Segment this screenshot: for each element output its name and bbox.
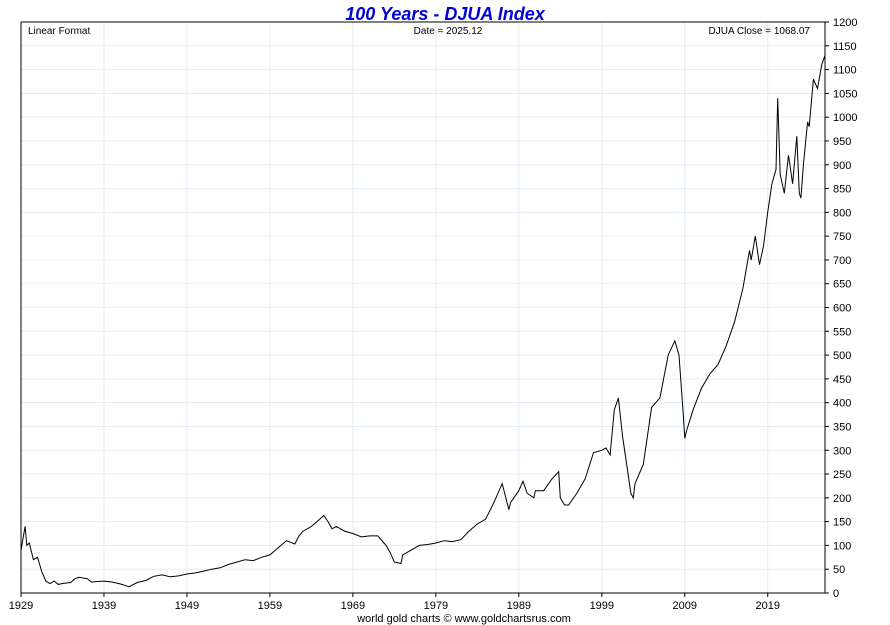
y-tick-label: 600 [833,303,851,315]
grid [21,22,825,593]
y-tick-label: 800 [833,207,851,219]
y-axis: 0 50 100 150 200 250 300 350 400 450 500 550 600 650 7… [825,17,857,600]
y-tick-label: 550 [833,326,851,338]
y-tick-label: 150 [833,517,851,529]
y-tick-label: 900 [833,160,851,172]
y-tick-label: 650 [833,279,851,291]
x-tick-label: 2009 [673,600,697,612]
y-tick-label: 750 [833,231,851,243]
x-tick-label: 1959 [258,600,282,612]
y-tick-label: 950 [833,136,851,148]
x-tick-label: 1949 [175,600,199,612]
y-tick-label: 400 [833,398,851,410]
chart-title: 100 Years - DJUA Index [345,4,545,24]
footer-credit: world gold charts © www.goldchartsrus.co… [356,613,571,625]
y-tick-label: 1150 [833,41,857,53]
y-tick-label: 1200 [833,17,857,29]
x-tick-label: 1939 [92,600,116,612]
header-close-label: DJUA Close = 1068.07 [709,26,811,37]
x-axis: 1929 1939 1949 1959 1969 1979 1989 1999 2009 2019 [9,593,780,612]
y-tick-label: 250 [833,469,851,481]
y-tick-label: 1000 [833,112,857,124]
y-tick-label: 500 [833,350,851,362]
y-tick-label: 1100 [833,65,857,77]
x-tick-label: 1969 [341,600,365,612]
series-line [20,55,826,588]
y-tick-label: 1050 [833,88,857,100]
x-tick-label: 2019 [756,600,780,612]
y-tick-label: 0 [833,588,839,600]
y-tick-label: 350 [833,421,851,433]
header-format-label: Linear Format [28,26,90,37]
y-tick-label: 450 [833,374,851,386]
y-tick-label: 700 [833,255,851,267]
x-tick-label: 1989 [507,600,531,612]
x-tick-label: 1999 [590,600,614,612]
y-tick-label: 100 [833,540,851,552]
y-tick-label: 200 [833,493,851,505]
y-tick-label: 850 [833,184,851,196]
header-date-label: Date = 2025.12 [414,26,483,37]
x-tick-label: 1929 [9,600,33,612]
y-tick-label: 300 [833,445,851,457]
x-tick-label: 1979 [424,600,448,612]
y-tick-label: 50 [833,564,845,576]
